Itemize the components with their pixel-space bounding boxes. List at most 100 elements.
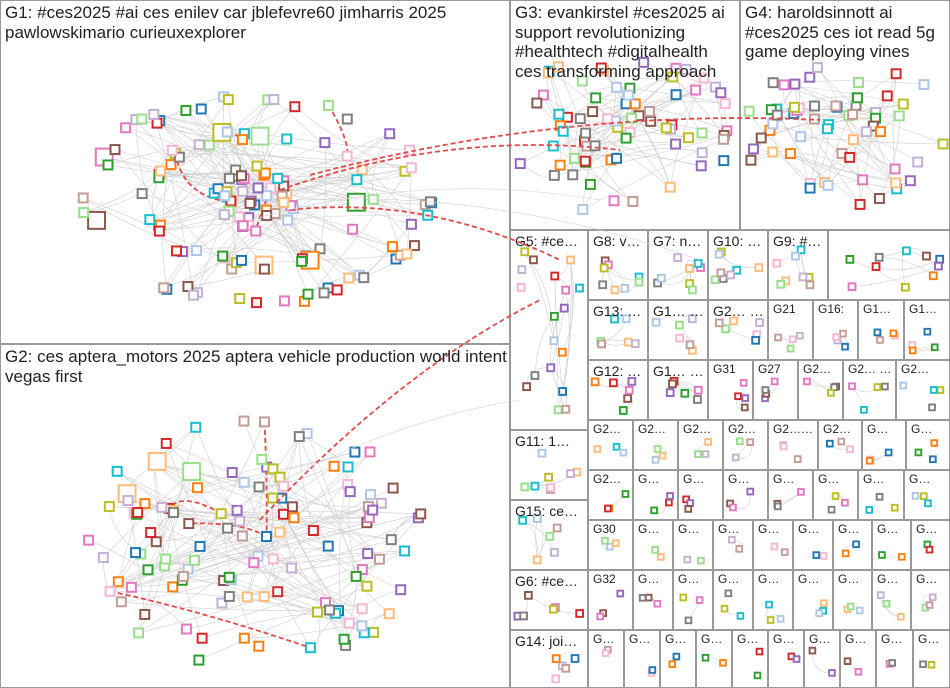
network-node <box>816 610 822 616</box>
network-node <box>106 587 115 596</box>
network-node <box>255 482 264 491</box>
network-node <box>667 493 673 499</box>
network-node <box>277 494 286 503</box>
group-panel-Gy8: G… <box>911 520 950 570</box>
network-node <box>554 525 561 532</box>
group-label: G… <box>773 633 801 647</box>
group-panel-Gy4: G… <box>753 520 793 570</box>
network-node <box>610 196 619 205</box>
network-node <box>140 499 149 508</box>
network-node <box>133 508 142 517</box>
group-panel-G1d: G1… <box>904 300 950 360</box>
network-node <box>721 99 730 108</box>
network-node <box>741 380 747 386</box>
network-node <box>262 191 271 200</box>
network-node <box>344 462 353 471</box>
network-node <box>192 246 201 255</box>
network-node <box>849 383 855 389</box>
group-panel-G2g: G2… <box>633 420 678 470</box>
network-node <box>345 619 354 628</box>
network-node <box>156 166 165 175</box>
network-node <box>567 470 574 477</box>
network-node <box>742 405 748 411</box>
network-node <box>79 208 88 217</box>
group-panel-Gx5: G… <box>723 470 768 520</box>
group-panel-G16: G16: <box>813 300 858 360</box>
network-node <box>745 107 754 116</box>
network-node <box>182 625 191 634</box>
group-label: G… <box>773 473 810 487</box>
network-node <box>833 334 839 340</box>
network-node <box>931 387 937 393</box>
network-node <box>576 114 585 123</box>
group-label: G8: vuzix… <box>593 233 645 249</box>
network-node <box>602 538 608 544</box>
group-label: G… <box>638 573 670 587</box>
network-node <box>684 133 693 142</box>
group-label: G1: #ces2025 #ai ces enilev car jblefevr… <box>5 3 507 42</box>
network-node <box>254 183 263 192</box>
network-node <box>262 532 271 541</box>
network-node <box>591 141 600 150</box>
network-node <box>521 484 528 491</box>
network-node <box>878 592 884 598</box>
group-panel-Gx6: G… <box>768 470 813 520</box>
network-node <box>674 254 681 261</box>
network-node <box>556 161 565 170</box>
network-node <box>929 662 935 668</box>
network-node <box>343 115 352 124</box>
group-label: G… <box>809 633 837 647</box>
network-node <box>705 439 711 445</box>
group-panel-Gw3: G… <box>660 630 696 688</box>
network-node <box>800 274 807 281</box>
network-node <box>152 537 161 546</box>
network-node <box>652 547 658 553</box>
network-node <box>797 333 803 339</box>
network-node <box>252 128 269 145</box>
network-node <box>220 191 229 200</box>
network-node <box>562 406 569 413</box>
group-panel-Gy1: G… <box>633 520 673 570</box>
network-node <box>225 592 234 601</box>
network-node <box>287 563 296 572</box>
network-node <box>698 148 707 157</box>
network-node <box>749 144 758 153</box>
network-node <box>853 541 859 547</box>
network-node <box>925 329 931 335</box>
network-node <box>576 285 583 292</box>
network-node <box>722 606 728 612</box>
network-node <box>197 105 206 114</box>
group-label: G… <box>877 523 908 537</box>
network-node <box>346 487 355 496</box>
network-node <box>653 457 659 463</box>
network-node <box>856 200 865 209</box>
network-node <box>827 441 833 447</box>
network-node <box>309 526 318 535</box>
group-label: G2: ces aptera_motors 2025 aptera vehicl… <box>5 347 507 386</box>
network-node <box>792 253 799 260</box>
network-node <box>877 337 883 343</box>
network-node <box>521 248 528 255</box>
network-node <box>923 253 930 260</box>
network-node <box>695 260 702 267</box>
group-panel-G1e: G1… qui… <box>648 360 708 420</box>
network-node <box>654 601 660 607</box>
group-label: G2… <box>728 423 765 437</box>
network-node <box>930 272 937 279</box>
group-panel-G11: G11: 1… <box>510 430 588 500</box>
network-node <box>235 517 244 526</box>
group-panel-Gx9: G… <box>904 470 950 520</box>
network-node <box>717 269 724 276</box>
network-node <box>225 573 234 582</box>
network-node <box>903 247 910 254</box>
network-node <box>646 117 655 126</box>
network-node <box>858 175 867 184</box>
network-node <box>516 159 525 168</box>
network-node <box>667 389 674 396</box>
network-node <box>720 660 726 666</box>
group-panel-Gy5: G… <box>793 520 833 570</box>
network-node <box>330 462 339 471</box>
group-panel-Gz2: G… <box>673 570 713 630</box>
network-node <box>666 183 675 192</box>
network-node <box>183 282 192 291</box>
